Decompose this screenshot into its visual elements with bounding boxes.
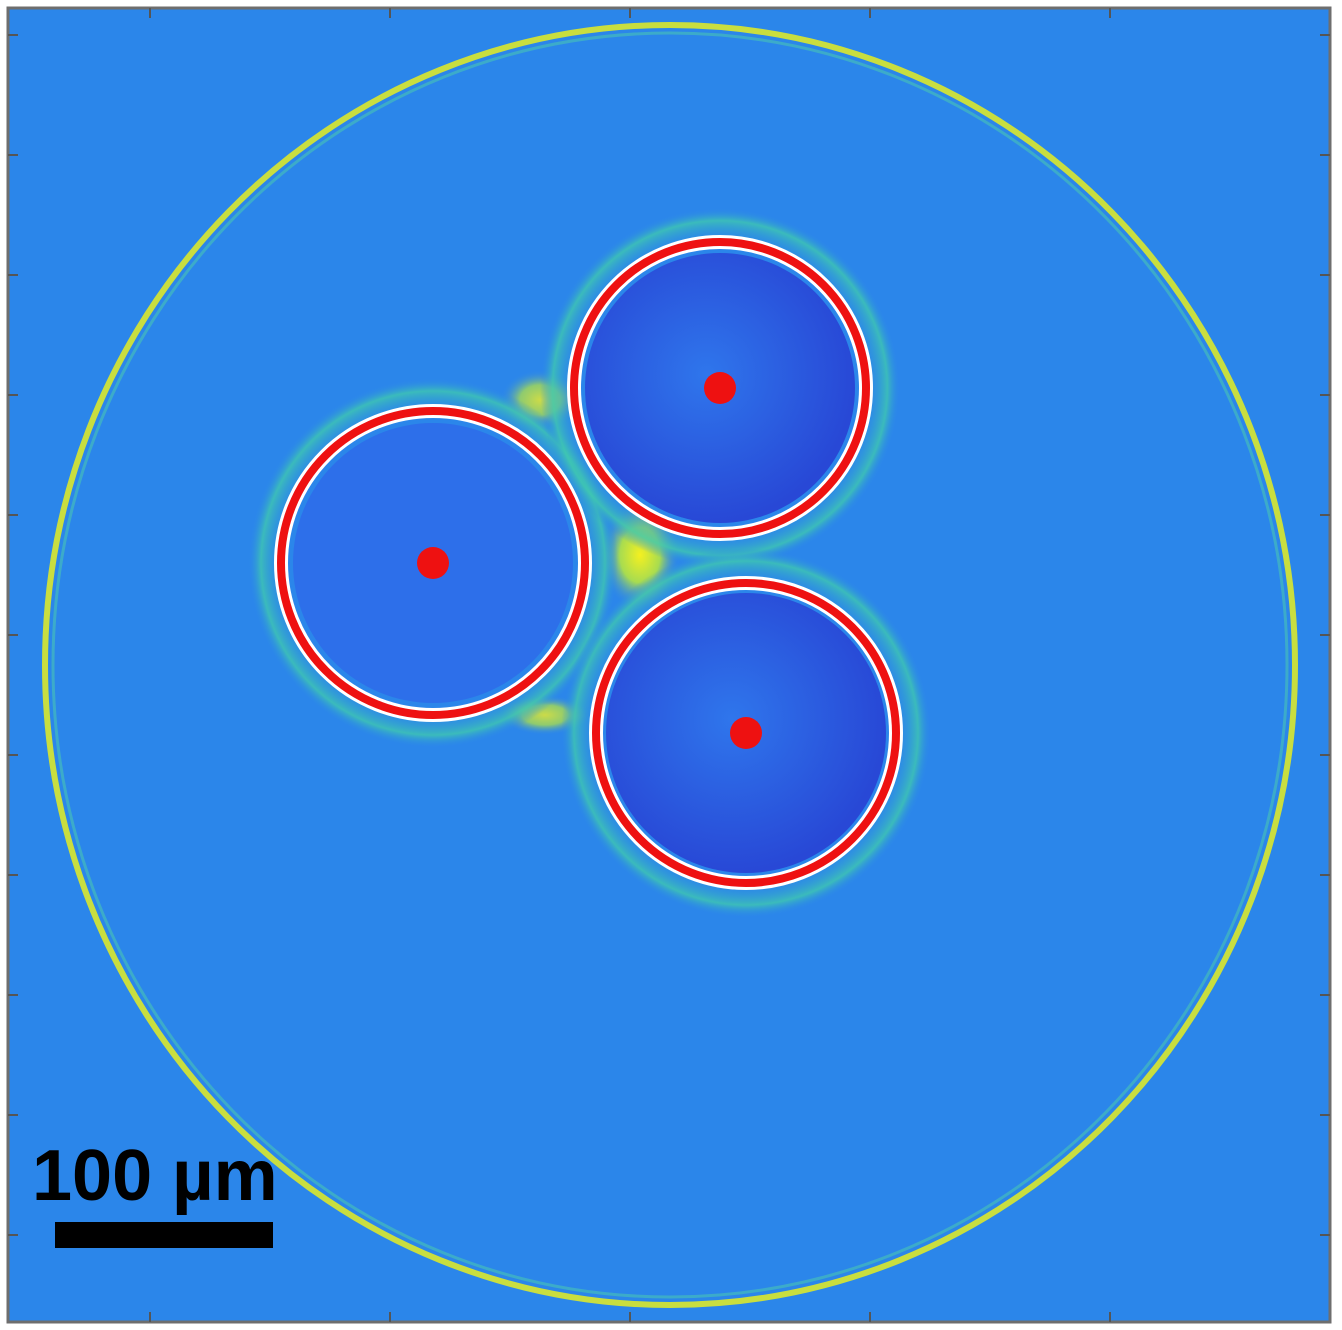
scale-bar-label: 100 µm	[32, 1136, 278, 1216]
center-dot	[417, 547, 449, 579]
center-dot	[704, 372, 736, 404]
scale-bar	[55, 1222, 273, 1248]
page: 100 µm (() => { const data = JSON.parse(…	[0, 0, 1342, 1330]
figure: 100 µm	[0, 0, 1342, 1330]
center-dot	[730, 717, 762, 749]
